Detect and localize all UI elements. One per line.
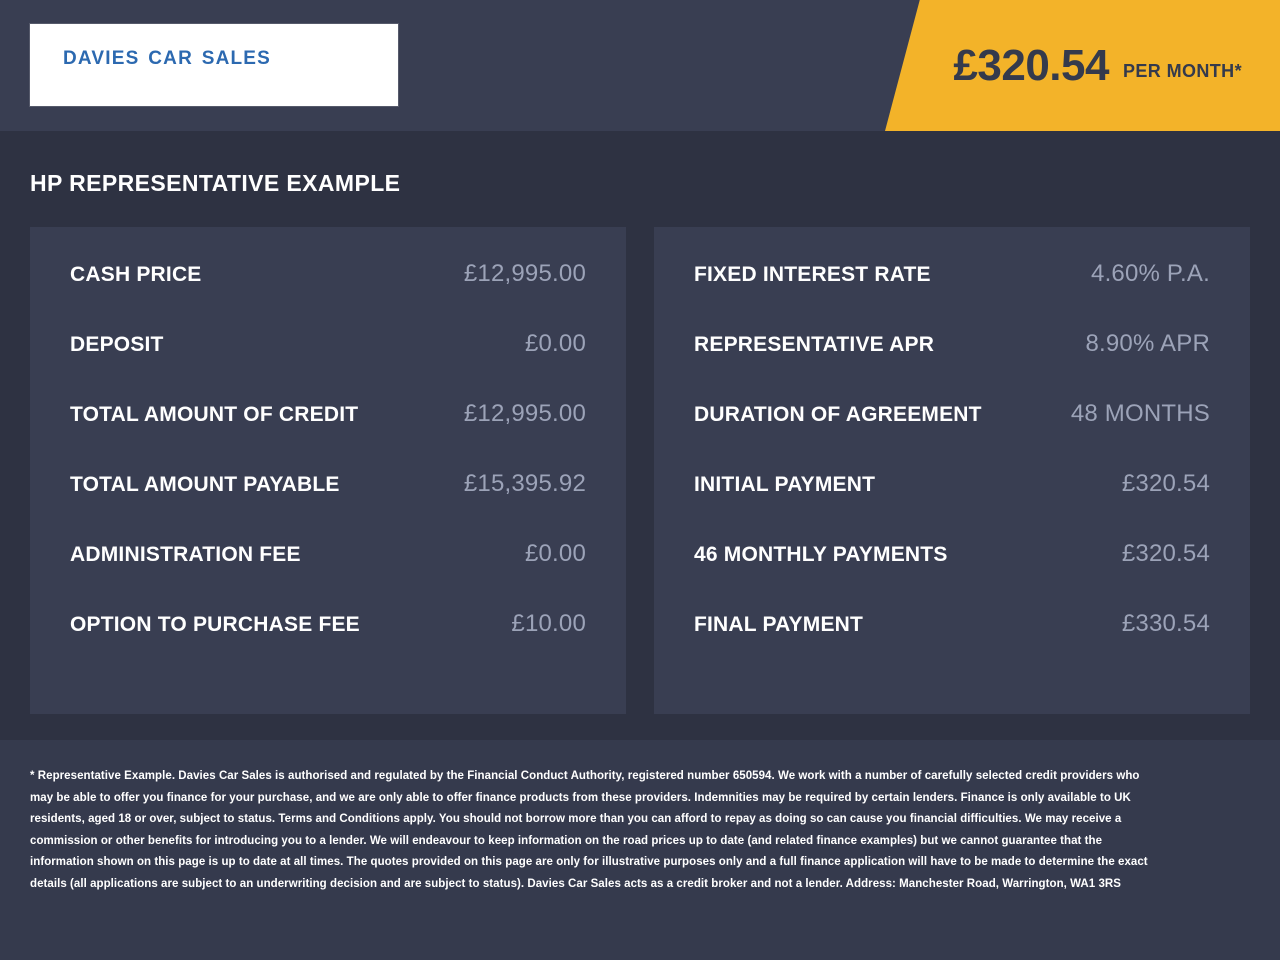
dealer-logo-text: Davies Car Sales	[63, 40, 272, 70]
row-label-total-amount-of-credit: TOTAL AMOUNT OF CREDIT	[70, 403, 359, 426]
table-row: TOTAL AMOUNT PAYABLE £15,395.92	[70, 470, 586, 540]
row-label-deposit: DEPOSIT	[70, 333, 164, 356]
row-label-representative-apr: REPRESENTATIVE APR	[694, 333, 935, 356]
table-row: CASH PRICE £12,995.00	[70, 260, 586, 330]
row-label-monthly-payments: 46 MONTHLY PAYMENTS	[694, 543, 948, 566]
page-header: Davies Car Sales £320.54 PER MONTH*	[0, 0, 1280, 131]
row-label-final-payment: FINAL PAYMENT	[694, 613, 864, 636]
row-label-administration-fee: ADMINISTRATION FEE	[70, 543, 301, 566]
row-value-total-amount-payable: £15,395.92	[463, 470, 586, 497]
table-row: FINAL PAYMENT £330.54	[694, 610, 1210, 680]
row-value-duration-of-agreement: 48 MONTHS	[1070, 400, 1210, 427]
row-label-cash-price: CASH PRICE	[70, 263, 202, 286]
row-value-deposit: £0.00	[524, 330, 586, 357]
row-label-fixed-interest-rate: FIXED INTEREST RATE	[694, 263, 931, 286]
row-value-cash-price: £12,995.00	[463, 260, 586, 287]
row-label-option-to-purchase-fee: OPTION TO PURCHASE FEE	[70, 613, 360, 636]
table-row: INITIAL PAYMENT £320.54	[694, 470, 1210, 540]
finance-panels: CASH PRICE £12,995.00 DEPOSIT £0.00 TOTA…	[0, 197, 1280, 714]
finance-panel-right: FIXED INTEREST RATE 4.60% P.A. REPRESENT…	[654, 227, 1250, 714]
table-row: REPRESENTATIVE APR 8.90% APR	[694, 330, 1210, 400]
row-value-initial-payment: £320.54	[1121, 470, 1210, 497]
table-row: DURATION OF AGREEMENT 48 MONTHS	[694, 400, 1210, 470]
row-label-duration-of-agreement: DURATION OF AGREEMENT	[694, 403, 982, 426]
disclaimer-text: * Representative Example. Davies Car Sal…	[30, 770, 1148, 890]
row-value-monthly-payments: £320.54	[1121, 540, 1210, 567]
monthly-price-banner: £320.54 PER MONTH*	[885, 0, 1280, 131]
table-row: 46 MONTHLY PAYMENTS £320.54	[694, 540, 1210, 610]
row-value-fixed-interest-rate: 4.60% P.A.	[1091, 260, 1210, 287]
table-row: ADMINISTRATION FEE £0.00	[70, 540, 586, 610]
row-value-administration-fee: £0.00	[524, 540, 586, 567]
table-row: DEPOSIT £0.00	[70, 330, 586, 400]
monthly-price-suffix: PER MONTH*	[1122, 61, 1242, 81]
row-value-representative-apr: 8.90% APR	[1085, 330, 1210, 357]
dealer-logo[interactable]: Davies Car Sales	[30, 24, 398, 106]
table-row: FIXED INTEREST RATE 4.60% P.A.	[694, 260, 1210, 330]
row-label-total-amount-payable: TOTAL AMOUNT PAYABLE	[70, 473, 340, 496]
monthly-price-amount: £320.54	[953, 40, 1109, 90]
table-row: OPTION TO PURCHASE FEE £10.00	[70, 610, 586, 680]
row-value-final-payment: £330.54	[1121, 610, 1210, 637]
row-value-option-to-purchase-fee: £10.00	[511, 610, 586, 637]
page-title: HP REPRESENTATIVE EXAMPLE	[30, 170, 401, 196]
table-row: TOTAL AMOUNT OF CREDIT £12,995.00	[70, 400, 586, 470]
page-footer: * Representative Example. Davies Car Sal…	[0, 740, 1280, 960]
row-label-initial-payment: INITIAL PAYMENT	[694, 473, 876, 496]
row-value-total-amount-of-credit: £12,995.00	[463, 400, 586, 427]
main-content: HP REPRESENTATIVE EXAMPLE CASH PRICE £12…	[0, 131, 1280, 740]
finance-panel-left: CASH PRICE £12,995.00 DEPOSIT £0.00 TOTA…	[30, 227, 626, 714]
